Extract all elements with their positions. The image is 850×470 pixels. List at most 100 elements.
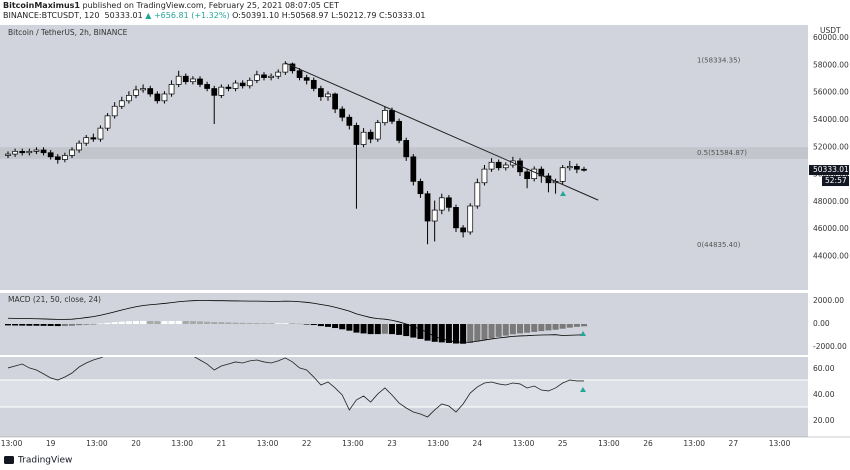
candle-body bbox=[26, 151, 33, 154]
histogram-bar bbox=[481, 324, 488, 340]
price-tag bbox=[809, 165, 849, 176]
x-tick-label: 13:00 bbox=[1, 439, 23, 448]
candle-body bbox=[446, 197, 452, 208]
candle-body bbox=[190, 78, 196, 83]
x-tick-label: 26 bbox=[643, 439, 653, 448]
candle-body bbox=[5, 153, 11, 156]
candle-body bbox=[268, 75, 274, 78]
candle-body bbox=[175, 75, 182, 85]
histogram-bar bbox=[566, 324, 573, 328]
rsi-plot bbox=[0, 357, 808, 418]
candle-body bbox=[310, 79, 317, 89]
histogram-bar bbox=[154, 321, 161, 324]
candle-body bbox=[19, 151, 26, 154]
histogram-bar bbox=[19, 324, 26, 326]
histogram-bar bbox=[33, 324, 40, 326]
candle-body bbox=[126, 94, 132, 102]
candle-body bbox=[517, 160, 523, 173]
candle-body bbox=[154, 93, 161, 102]
candle-body bbox=[54, 156, 61, 160]
candle-body bbox=[495, 161, 502, 169]
histogram-bar bbox=[54, 324, 61, 327]
ohlc-c: C:50333.01 bbox=[379, 11, 426, 20]
histogram-bar bbox=[417, 324, 424, 339]
logo: TradingView bbox=[4, 456, 72, 466]
y-tick-label: 60.00 bbox=[813, 364, 835, 373]
candle-body bbox=[424, 193, 431, 222]
x-tick-label: 25 bbox=[558, 439, 568, 448]
candle-body bbox=[282, 63, 289, 73]
x-tick-label: 13:00 bbox=[769, 439, 791, 448]
histogram-bar bbox=[296, 323, 303, 325]
candle-body bbox=[467, 205, 474, 233]
x-tick-label: 13:00 bbox=[342, 439, 364, 448]
histogram-bar bbox=[396, 324, 403, 335]
candle-body bbox=[502, 164, 509, 169]
candle-body bbox=[566, 166, 573, 169]
candle-body bbox=[40, 149, 47, 154]
x-tick-label: 13:00 bbox=[427, 439, 449, 448]
histogram-bar bbox=[410, 324, 417, 338]
histogram-bar bbox=[367, 324, 374, 335]
candle-body bbox=[182, 75, 189, 83]
histogram-bar bbox=[175, 320, 182, 324]
histogram-bar bbox=[168, 321, 175, 324]
y-tick-label: 48000.00 bbox=[813, 197, 849, 206]
histogram-bar bbox=[97, 323, 104, 325]
candle-body bbox=[325, 93, 331, 98]
price-tag-label: 50333.01 bbox=[813, 165, 849, 174]
rsi-line bbox=[7, 357, 584, 418]
candle-body bbox=[353, 125, 360, 145]
candle-body bbox=[225, 86, 232, 89]
histogram-bar bbox=[559, 324, 566, 329]
candle-body bbox=[69, 149, 75, 156]
candle-body bbox=[97, 127, 104, 140]
histogram-bar bbox=[538, 324, 545, 332]
candle-body bbox=[90, 137, 97, 140]
candle-body bbox=[218, 86, 225, 96]
header-line-2: BINANCE:BTCUSDT, 120 50333.01 ▲ +656.81 … bbox=[3, 11, 425, 20]
x-tick-label: 13:00 bbox=[598, 439, 620, 448]
y-tick-label: 58000.00 bbox=[813, 60, 849, 69]
candle-body bbox=[275, 71, 282, 77]
histogram-bar bbox=[5, 324, 11, 326]
x-tick-label: 27 bbox=[729, 439, 739, 448]
candle-body bbox=[296, 70, 303, 78]
macd-title: MACD (21, 50, close, 24) bbox=[8, 295, 101, 304]
x-tick-label: 19 bbox=[46, 439, 56, 448]
histogram-bar bbox=[346, 324, 353, 331]
histogram-bar bbox=[204, 321, 211, 324]
histogram-bar bbox=[374, 324, 381, 335]
candle-body bbox=[246, 79, 253, 87]
signal-arrow bbox=[560, 191, 566, 196]
candle-body bbox=[47, 152, 54, 158]
candle-body bbox=[403, 140, 410, 158]
candle-body bbox=[303, 77, 310, 81]
histogram-bar bbox=[118, 321, 125, 324]
candle-body bbox=[360, 131, 367, 145]
signal-arrow bbox=[580, 387, 586, 392]
histogram-bar bbox=[332, 324, 339, 329]
x-tick-label: 22 bbox=[302, 439, 312, 448]
histogram-bar bbox=[47, 324, 54, 326]
candle-body bbox=[232, 82, 239, 89]
histogram-bar bbox=[474, 324, 481, 342]
histogram-bar bbox=[531, 324, 538, 332]
candle-body bbox=[147, 88, 154, 95]
candle-body bbox=[104, 115, 111, 129]
signal-arrow bbox=[580, 331, 586, 336]
candle-body bbox=[211, 88, 218, 96]
histogram-bar bbox=[524, 324, 531, 333]
candle-body bbox=[83, 137, 90, 144]
author: BitcoinMaximus1 bbox=[3, 1, 80, 10]
histogram-bar bbox=[125, 321, 132, 324]
histogram-bar bbox=[552, 324, 559, 330]
candle-body bbox=[410, 156, 417, 182]
histogram-bar bbox=[289, 323, 296, 324]
y-tick-label: -2000.00 bbox=[813, 342, 847, 351]
histogram-bar bbox=[83, 324, 90, 325]
histogram-bar bbox=[460, 324, 467, 344]
candle-body bbox=[332, 93, 338, 110]
candle-body bbox=[396, 120, 402, 141]
axes: 60000.00 58000.00 56000.00 54000.00 52000.00… bbox=[1, 33, 849, 448]
